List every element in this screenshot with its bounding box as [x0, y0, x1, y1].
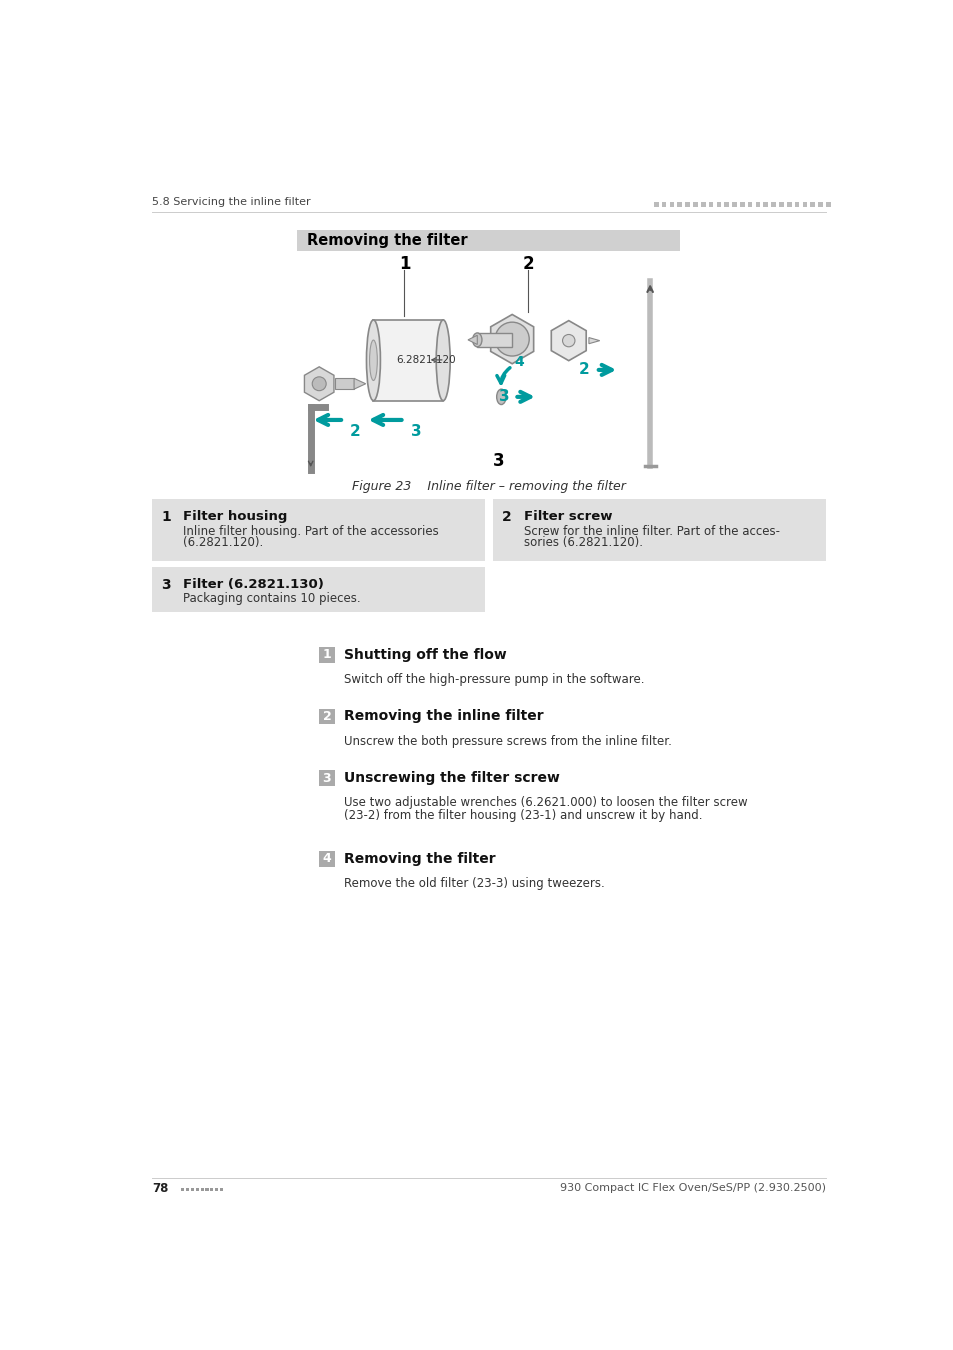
Bar — [779, 202, 783, 207]
Bar — [493, 500, 825, 560]
Text: 2: 2 — [322, 710, 331, 722]
Text: 4: 4 — [322, 852, 331, 865]
Text: Inline filter housing. Part of the accessories: Inline filter housing. Part of the acces… — [183, 525, 438, 537]
Text: (6.2821.120).: (6.2821.120). — [183, 536, 263, 549]
Ellipse shape — [472, 333, 481, 347]
Polygon shape — [354, 378, 365, 389]
Text: 3: 3 — [322, 771, 331, 784]
Bar — [319, 850, 335, 867]
Text: Removing the inline filter: Removing the inline filter — [344, 709, 543, 724]
Bar — [723, 202, 728, 207]
Bar — [220, 1188, 223, 1191]
Polygon shape — [588, 338, 599, 344]
Bar — [476, 333, 512, 347]
Polygon shape — [551, 320, 585, 360]
Text: 4: 4 — [514, 355, 524, 369]
Polygon shape — [490, 315, 533, 363]
Text: 930 Compact IC Flex Oven/SeS/PP (2.930.2500): 930 Compact IC Flex Oven/SeS/PP (2.930.2… — [559, 1184, 825, 1193]
Text: Shutting off the flow: Shutting off the flow — [344, 648, 506, 662]
Text: 2: 2 — [350, 424, 360, 439]
Text: 3: 3 — [161, 578, 171, 591]
Text: 2: 2 — [501, 510, 512, 524]
Bar — [205, 1188, 209, 1191]
Text: Unscrewing the filter screw: Unscrewing the filter screw — [344, 771, 559, 784]
Ellipse shape — [562, 335, 575, 347]
Bar — [700, 202, 705, 207]
Text: sories (6.2821.120).: sories (6.2821.120). — [523, 536, 642, 549]
Text: Removing the filter: Removing the filter — [344, 852, 496, 865]
Bar — [693, 202, 697, 207]
Text: 78: 78 — [152, 1181, 168, 1195]
Ellipse shape — [369, 340, 377, 381]
Bar — [684, 202, 689, 207]
Text: 1: 1 — [161, 510, 171, 524]
Bar — [319, 647, 335, 663]
Bar — [373, 320, 443, 401]
Bar — [191, 1188, 193, 1191]
Text: Remove the old filter (23-3) using tweezers.: Remove the old filter (23-3) using tweez… — [344, 878, 604, 891]
Text: Filter (6.2821.130): Filter (6.2821.130) — [183, 578, 323, 591]
Ellipse shape — [495, 323, 529, 356]
Text: 5.8 Servicing the inline filter: 5.8 Servicing the inline filter — [152, 197, 310, 207]
Text: Unscrew the both pressure screws from the inline filter.: Unscrew the both pressure screws from th… — [344, 734, 671, 748]
Bar — [747, 202, 752, 207]
Bar — [708, 202, 713, 207]
Bar — [319, 771, 335, 786]
Ellipse shape — [312, 377, 326, 390]
Text: Switch off the high-pressure pump in the software.: Switch off the high-pressure pump in the… — [344, 674, 644, 686]
Bar — [181, 1188, 184, 1191]
Text: 6.2821.120: 6.2821.120 — [396, 355, 456, 364]
Bar — [818, 202, 822, 207]
Bar — [794, 202, 799, 207]
Bar — [755, 202, 760, 207]
Ellipse shape — [366, 320, 380, 401]
Text: 3: 3 — [493, 452, 504, 470]
Text: 3: 3 — [411, 424, 421, 439]
Bar — [186, 1188, 189, 1191]
Polygon shape — [304, 367, 334, 401]
Bar — [770, 202, 775, 207]
Bar — [200, 1188, 204, 1191]
Bar — [319, 709, 335, 724]
Text: Use two adjustable wrenches (6.2621.000) to loosen the filter screw: Use two adjustable wrenches (6.2621.000)… — [344, 796, 747, 810]
Bar — [669, 202, 674, 207]
Bar — [661, 202, 666, 207]
Bar — [152, 567, 484, 612]
Polygon shape — [468, 335, 476, 344]
Text: 2: 2 — [578, 362, 589, 378]
Bar — [335, 378, 354, 389]
Bar — [825, 202, 830, 207]
Bar — [210, 1188, 213, 1191]
Bar — [762, 202, 767, 207]
Text: Screw for the inline filter. Part of the acces-: Screw for the inline filter. Part of the… — [523, 525, 779, 537]
Text: 1: 1 — [322, 648, 331, 662]
Text: 3: 3 — [498, 389, 509, 405]
Bar — [801, 202, 806, 207]
Text: (23-2) from the filter housing (23-1) and unscrew it by hand.: (23-2) from the filter housing (23-1) an… — [344, 809, 701, 822]
Bar — [786, 202, 791, 207]
Bar — [716, 202, 720, 207]
Bar — [215, 1188, 218, 1191]
Bar — [732, 202, 736, 207]
Bar — [654, 202, 658, 207]
Ellipse shape — [497, 389, 505, 405]
Text: Filter screw: Filter screw — [523, 510, 612, 522]
Text: 1: 1 — [398, 255, 410, 274]
Bar — [809, 202, 814, 207]
Bar — [297, 230, 679, 251]
Text: Filter housing: Filter housing — [183, 510, 287, 522]
Text: Removing the filter: Removing the filter — [307, 232, 467, 247]
Text: 2: 2 — [522, 255, 534, 274]
Bar — [740, 202, 744, 207]
Text: Packaging contains 10 pieces.: Packaging contains 10 pieces. — [183, 593, 360, 605]
Ellipse shape — [436, 320, 450, 401]
Text: Figure 23    Inline filter – removing the filter: Figure 23 Inline filter – removing the f… — [352, 481, 625, 494]
Bar — [152, 500, 484, 560]
Bar — [195, 1188, 198, 1191]
Bar — [677, 202, 681, 207]
